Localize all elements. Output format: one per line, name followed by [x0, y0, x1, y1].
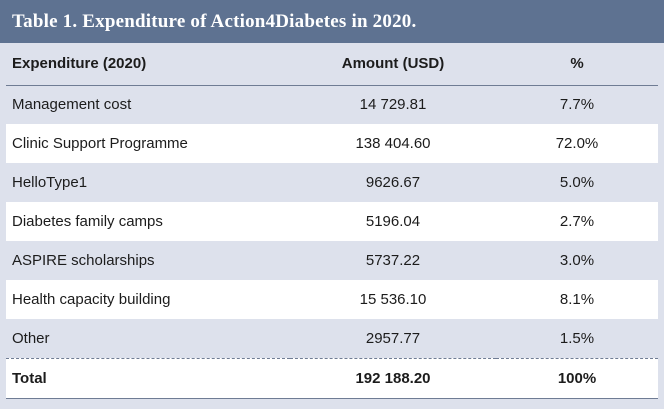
- row-amount: 5737.22: [290, 241, 496, 280]
- row-amount: 5196.04: [290, 202, 496, 241]
- row-amount: 15 536.10: [290, 280, 496, 319]
- row-percent: 8.1%: [496, 280, 658, 319]
- table-row: Clinic Support Programme 138 404.60 72.0…: [6, 124, 658, 163]
- table-row: Other 2957.77 1.5%: [6, 319, 658, 359]
- row-percent: 72.0%: [496, 124, 658, 163]
- header-percent: %: [496, 43, 658, 86]
- row-percent: 2.7%: [496, 202, 658, 241]
- row-name: Management cost: [6, 85, 290, 124]
- row-name: Health capacity building: [6, 280, 290, 319]
- total-percent: 100%: [496, 358, 658, 399]
- table-row: Diabetes family camps 5196.04 2.7%: [6, 202, 658, 241]
- row-name: Other: [6, 319, 290, 359]
- row-amount: 9626.67: [290, 163, 496, 202]
- row-percent: 5.0%: [496, 163, 658, 202]
- table-header-row: Expenditure (2020) Amount (USD) %: [6, 43, 658, 86]
- row-percent: 1.5%: [496, 319, 658, 359]
- header-expenditure: Expenditure (2020): [6, 43, 290, 86]
- table-row: Management cost 14 729.81 7.7%: [6, 85, 658, 124]
- row-name: Clinic Support Programme: [6, 124, 290, 163]
- row-name: ASPIRE scholarships: [6, 241, 290, 280]
- total-amount: 192 188.20: [290, 358, 496, 399]
- header-amount: Amount (USD): [290, 43, 496, 86]
- row-amount: 2957.77: [290, 319, 496, 359]
- row-percent: 3.0%: [496, 241, 658, 280]
- table-title-bar: Table 1. Expenditure of Action4Diabetes …: [0, 0, 664, 43]
- row-percent: 7.7%: [496, 85, 658, 124]
- row-name: Diabetes family camps: [6, 202, 290, 241]
- expenditure-table: Expenditure (2020) Amount (USD) % Manage…: [6, 43, 658, 399]
- table-total-row: Total 192 188.20 100%: [6, 358, 658, 399]
- total-label: Total: [6, 358, 290, 399]
- row-amount: 138 404.60: [290, 124, 496, 163]
- row-amount: 14 729.81: [290, 85, 496, 124]
- row-name: HelloType1: [6, 163, 290, 202]
- table-row: ASPIRE scholarships 5737.22 3.0%: [6, 241, 658, 280]
- table-title: Table 1. Expenditure of Action4Diabetes …: [12, 10, 417, 32]
- table-row: HelloType1 9626.67 5.0%: [6, 163, 658, 202]
- table-row: Health capacity building 15 536.10 8.1%: [6, 280, 658, 319]
